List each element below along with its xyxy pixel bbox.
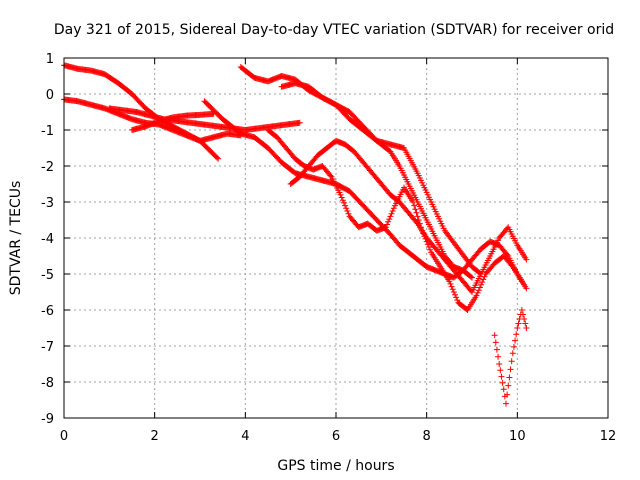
series-track-2: [61, 96, 244, 144]
data-points: [61, 96, 244, 144]
y-axis-label: SDTVAR / TECUs: [8, 181, 24, 296]
y-tick-label: -4: [41, 232, 54, 247]
data-points: [129, 110, 217, 133]
x-tick-label: 4: [241, 429, 249, 444]
series-track-7: [278, 80, 485, 277]
y-tick-label: -2: [41, 160, 54, 175]
data-points: [287, 137, 530, 295]
series-track-6: [237, 64, 475, 281]
grid: [64, 58, 608, 418]
y-tick-label: 0: [46, 88, 54, 103]
plot-area: [61, 62, 530, 407]
data-points: [491, 307, 530, 407]
y-tick-label: -5: [41, 268, 54, 283]
plot-frame: [63, 57, 609, 419]
y-tick-label: -1: [41, 124, 54, 139]
x-tick-label: 6: [332, 429, 340, 444]
series-track-8: [265, 127, 525, 313]
data-points: [278, 80, 485, 277]
chart-title: Day 321 of 2015, Sidereal Day-to-day VTE…: [54, 22, 614, 38]
y-tick-label: -7: [41, 340, 54, 355]
x-tick-label: 8: [423, 429, 431, 444]
x-axis-label: GPS time / hours: [277, 458, 394, 474]
x-tick-label: 12: [600, 429, 617, 444]
y-tick-label: -6: [41, 304, 54, 319]
data-points: [237, 64, 475, 281]
series-track-9: [287, 137, 530, 295]
y-tick-label: -3: [41, 196, 54, 211]
x-tick-label: 0: [60, 429, 68, 444]
series-track-4: [129, 110, 217, 133]
y-tick-label: -9: [41, 412, 54, 427]
x-tick-label: 10: [509, 429, 526, 444]
y-tick-label: -8: [41, 376, 54, 391]
x-tick-label: 2: [151, 429, 159, 444]
y-tick-label: 1: [46, 52, 54, 67]
data-points: [265, 127, 525, 313]
series-track-10: [491, 307, 530, 407]
